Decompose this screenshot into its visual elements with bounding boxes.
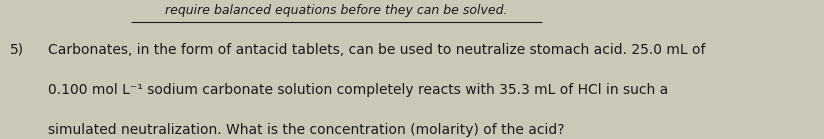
Text: 5): 5) <box>10 43 24 57</box>
Text: require balanced equations before they can be solved.: require balanced equations before they c… <box>166 4 508 17</box>
Text: 0.100 mol L⁻¹ sodium carbonate solution completely reacts with 35.3 mL of HCl in: 0.100 mol L⁻¹ sodium carbonate solution … <box>48 83 668 97</box>
Text: simulated neutralization. What is the concentration (molarity) of the acid?: simulated neutralization. What is the co… <box>48 123 564 137</box>
Text: Carbonates, in the form of antacid tablets, can be used to neutralize stomach ac: Carbonates, in the form of antacid table… <box>48 43 705 57</box>
